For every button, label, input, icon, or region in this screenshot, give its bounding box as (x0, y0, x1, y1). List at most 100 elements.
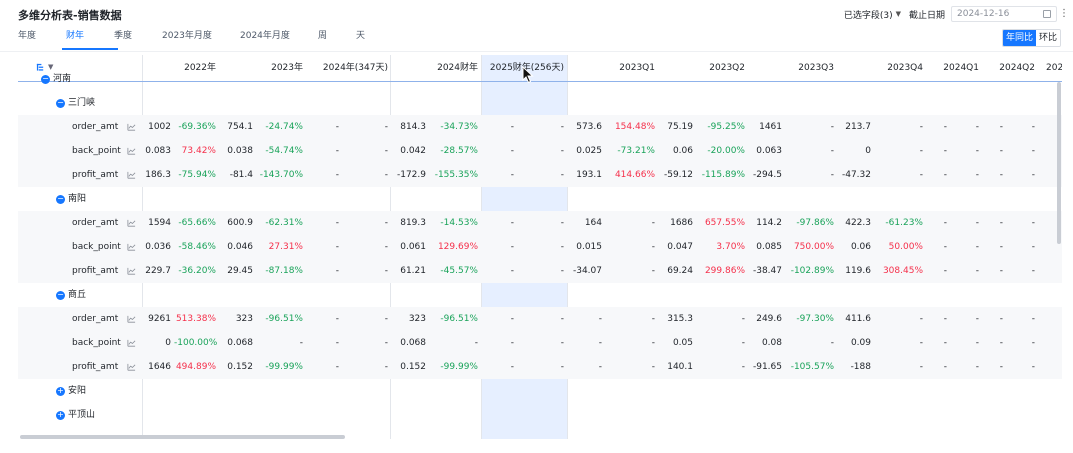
cell-change[interactable]: - (919, 338, 923, 348)
cell-value[interactable]: - (999, 170, 1003, 180)
cell-value[interactable]: 249.6 (756, 314, 782, 324)
cell-value[interactable]: 164 (584, 218, 602, 228)
column-header[interactable]: 2023年 (271, 63, 303, 73)
cell-value[interactable]: - (335, 266, 339, 276)
column-header[interactable]: 2025财年(256天) (489, 63, 564, 73)
cell-change[interactable]: - (299, 338, 303, 348)
cell-value[interactable]: 0.063 (756, 146, 782, 156)
cell-value[interactable]: 1461 (759, 122, 782, 132)
cell-value[interactable]: 0.152 (400, 362, 426, 372)
cell-change[interactable]: -34.73% (440, 122, 478, 132)
cell-value[interactable]: 600.9 (227, 218, 253, 228)
trend-chart-icon[interactable] (127, 147, 136, 156)
cell-value[interactable]: 0.046 (227, 242, 253, 252)
cell-change[interactable]: -54.74% (265, 146, 303, 156)
cell-value[interactable]: 213.7 (845, 122, 871, 132)
cell-value[interactable]: 422.3 (845, 218, 871, 228)
cell-change[interactable]: -45.57% (440, 266, 478, 276)
cell-value[interactable]: 1686 (670, 218, 693, 228)
cell-value[interactable]: - (335, 218, 339, 228)
cell-value[interactable]: - (943, 146, 947, 156)
trend-chart-icon[interactable] (127, 363, 136, 372)
cell-change[interactable]: - (384, 266, 388, 276)
cell-value[interactable]: 0.038 (227, 146, 253, 156)
mom-button[interactable]: 环比 (1035, 30, 1060, 46)
column-header[interactable]: 2022年 (184, 63, 216, 73)
cell-change[interactable]: - (384, 146, 388, 156)
cell-value[interactable]: 186.3 (145, 170, 171, 180)
cell-change[interactable]: - (384, 218, 388, 228)
cell-change[interactable]: - (560, 170, 564, 180)
cell-value[interactable]: 0.09 (850, 338, 871, 348)
tab-3[interactable]: 2023年月度 (162, 31, 212, 41)
cell-change[interactable]: - (975, 146, 979, 156)
cell-change[interactable]: -73.21% (617, 146, 655, 156)
cell-value[interactable]: 0.085 (756, 242, 782, 252)
cell-change[interactable]: - (919, 314, 923, 324)
cell-value[interactable]: -59.12 (663, 170, 693, 180)
cell-value[interactable]: - (943, 362, 947, 372)
cell-value[interactable]: - (999, 338, 1003, 348)
cell-change[interactable]: - (651, 362, 655, 372)
chevron-down-icon[interactable]: ▼ (48, 63, 54, 71)
cell-value[interactable]: -38.47 (752, 266, 782, 276)
collapse-icon[interactable]: − (56, 98, 65, 108)
cell-value[interactable]: 0.047 (667, 242, 693, 252)
cell-value[interactable]: - (943, 266, 947, 276)
cell-value[interactable]: - (335, 170, 339, 180)
cell-change[interactable]: - (1031, 314, 1035, 324)
cell-change[interactable]: - (384, 338, 388, 348)
cell-change[interactable]: -58.46% (178, 242, 216, 252)
cell-value[interactable]: -91.65 (752, 362, 782, 372)
column-header[interactable]: 2023Q4 (887, 63, 923, 73)
cell-value[interactable]: 411.6 (845, 314, 871, 324)
cell-value[interactable]: 0.08 (761, 338, 782, 348)
cell-change[interactable]: - (560, 338, 564, 348)
cell-change[interactable]: 73.42% (181, 146, 216, 156)
cell-value[interactable]: 0.025 (576, 146, 602, 156)
cell-value[interactable]: 1002 (148, 122, 171, 132)
cell-change[interactable]: 750.00% (793, 242, 834, 252)
cell-change[interactable]: -99.99% (265, 362, 303, 372)
cell-change[interactable]: -96.51% (440, 314, 478, 324)
cell-change[interactable]: -69.36% (178, 122, 216, 132)
cell-value[interactable]: 819.3 (400, 218, 426, 228)
cell-value[interactable]: - (510, 266, 514, 276)
cell-change[interactable]: - (741, 362, 745, 372)
province-node[interactable]: − 河南 (41, 67, 71, 91)
cell-value[interactable]: 0.061 (400, 242, 426, 252)
cell-change[interactable]: -96.51% (265, 314, 303, 324)
cell-change[interactable]: - (651, 266, 655, 276)
column-header[interactable]: 2023Q3 (798, 63, 834, 73)
cell-value[interactable]: - (510, 218, 514, 228)
expand-icon[interactable]: + (56, 410, 65, 420)
cell-value[interactable]: 193.1 (576, 170, 602, 180)
cell-change[interactable]: - (741, 314, 745, 324)
cell-value[interactable]: - (943, 122, 947, 132)
cell-value[interactable]: 315.3 (667, 314, 693, 324)
cell-change[interactable]: -99.99% (440, 362, 478, 372)
cell-change[interactable]: - (975, 242, 979, 252)
cell-change[interactable]: - (1031, 170, 1035, 180)
cell-value[interactable]: - (510, 170, 514, 180)
cell-value[interactable]: 814.3 (400, 122, 426, 132)
cell-change[interactable]: 414.66% (614, 170, 655, 180)
cell-change[interactable]: - (919, 146, 923, 156)
cell-change[interactable]: - (830, 122, 834, 132)
cell-change[interactable]: -14.53% (440, 218, 478, 228)
cell-change[interactable]: - (1031, 218, 1035, 228)
cell-value[interactable]: 573.6 (576, 122, 602, 132)
cell-value[interactable]: - (943, 218, 947, 228)
cell-value[interactable]: 0.05 (672, 338, 693, 348)
trend-chart-icon[interactable] (127, 219, 136, 228)
cell-change[interactable]: - (919, 122, 923, 132)
cell-change[interactable]: 50.00% (888, 242, 923, 252)
cell-change[interactable]: - (651, 338, 655, 348)
cell-change[interactable]: -61.23% (885, 218, 923, 228)
cell-value[interactable]: - (598, 314, 602, 324)
tab-6[interactable]: 天 (356, 31, 366, 41)
cell-value[interactable]: - (598, 338, 602, 348)
yoy-button[interactable]: 年同比 (1002, 30, 1036, 46)
trend-chart-icon[interactable] (127, 243, 136, 252)
cell-change[interactable]: - (1031, 146, 1035, 156)
